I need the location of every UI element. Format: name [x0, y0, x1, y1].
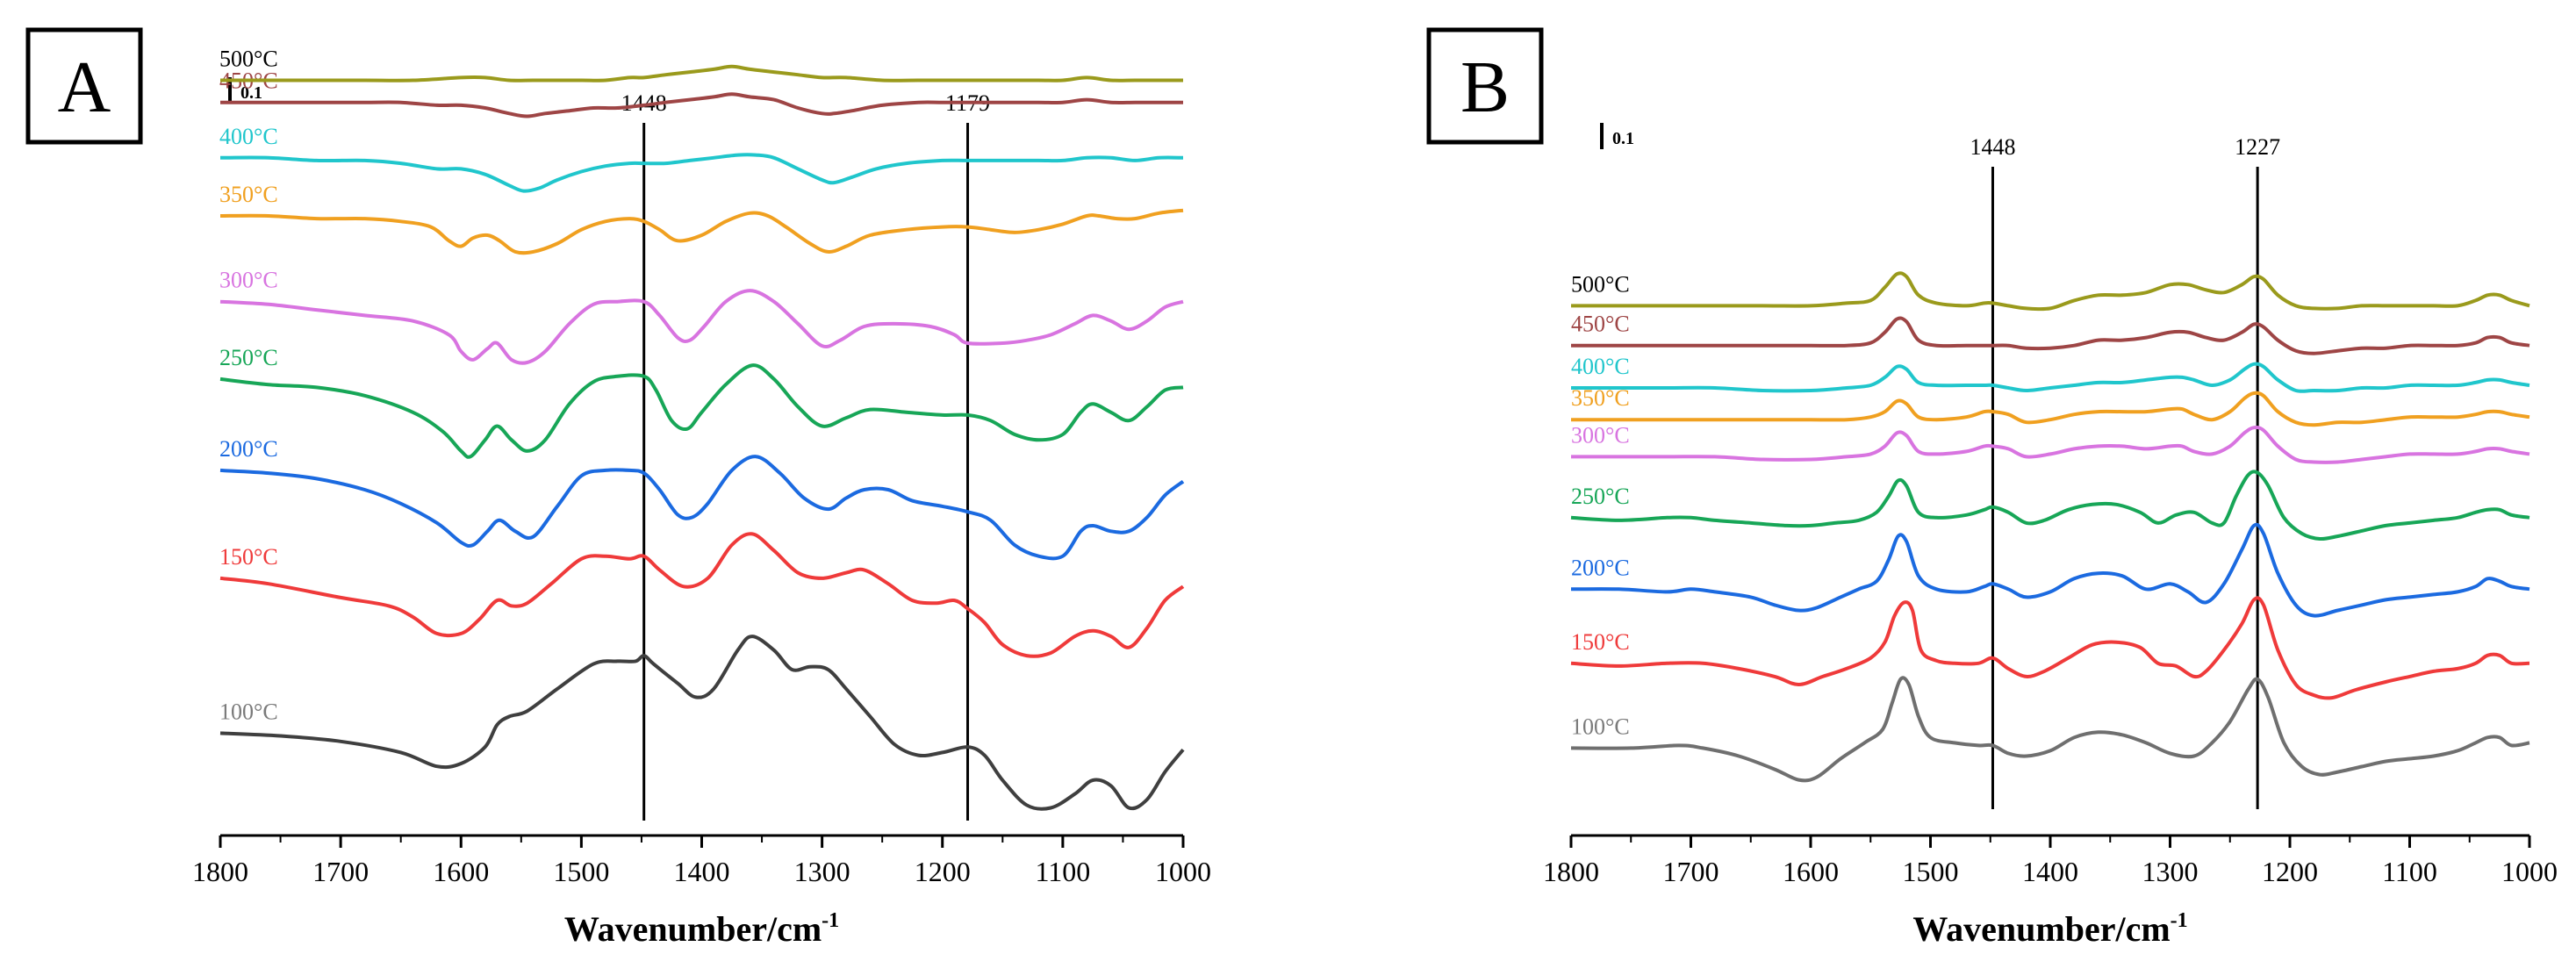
panel-b-tick-label: 1200	[2262, 856, 2318, 887]
panel-a-series-label-300c: 300°C	[219, 268, 278, 293]
panel-a-series-label-250c: 250°C	[219, 345, 278, 370]
panel-a-tick-label: 1800	[192, 856, 248, 887]
panel-a-scale-label: 0.1	[240, 83, 262, 103]
panel-a-tick-label: 1500	[553, 856, 609, 887]
panel-b-series-250c	[1570, 470, 2530, 541]
panel-a-tick-label: 1000	[1155, 856, 1211, 887]
panel-b-tick-label: 1000	[2501, 856, 2558, 887]
panel-a-series-500c	[220, 64, 1183, 82]
panel-a-letter-box	[25, 27, 143, 145]
panel-b-series-label-400c: 400°C	[1571, 354, 1630, 379]
panel-a-tick-label: 1200	[915, 856, 971, 887]
panel-a-series-300c	[219, 289, 1184, 365]
panel-a-series-label-500c: 500°C	[219, 47, 278, 72]
panel-b-series-label-200c: 200°C	[1571, 555, 1630, 580]
panel-b-series-label-100c: 100°C	[1571, 714, 1630, 739]
panel-a-x-axis-title: Wavenumber/cm-1	[564, 909, 839, 949]
panel-b-tick-label: 1300	[2142, 856, 2199, 887]
panel-b-series-450c	[1570, 316, 2530, 355]
panel-b-series-label-300c: 300°C	[1571, 422, 1630, 448]
panel-b-series-200c	[1570, 522, 2530, 618]
panel-b-letter: B	[1460, 47, 1510, 128]
panel-b-series-150c	[1570, 596, 2530, 700]
panel-b-series-label-450c: 450°C	[1571, 312, 1630, 337]
panel-a-tick-label: 1100	[1035, 856, 1090, 887]
panel-b-series-350c	[1571, 391, 2530, 427]
panel-a-tick-label: 1300	[794, 856, 850, 887]
panel-a-series-250c	[219, 363, 1184, 459]
panel-a-series-label-400c: 400°C	[219, 124, 278, 149]
panel-a-tick-label: 1400	[674, 856, 730, 887]
panel-a-series-100c	[219, 635, 1185, 811]
panel-b: B 0.1 1800 1700 1600 1500 1400 1300 1200 1100 1000…	[1426, 27, 2558, 949]
panel-a-series-label-350c: 350°C	[219, 182, 278, 207]
panel-b-tick-label: 1400	[2022, 856, 2078, 887]
panel-b-marker-label-1227: 1227	[2235, 134, 2280, 160]
panel-a-series-400c	[219, 153, 1184, 193]
panel-b-series-label-350c: 350°C	[1571, 385, 1630, 411]
panel-b-tick-label: 1500	[1903, 856, 1959, 887]
panel-b-tick-label: 1600	[1783, 856, 1839, 887]
panel-b-series-100c	[1570, 676, 2530, 783]
panel-b-marker-label-1448: 1448	[1970, 134, 2015, 160]
panel-b-tick-label: 1100	[2382, 856, 2437, 887]
panel-b-series-label-500c: 500°C	[1571, 271, 1630, 297]
panel-a-tick-label: 1600	[433, 856, 489, 887]
panel-b-tick-label: 1700	[1663, 856, 1719, 887]
panel-b-series-400c	[1571, 362, 2530, 393]
panel-b-series-500c	[1571, 271, 2530, 312]
panel-b-tick-label: 1800	[1543, 856, 1599, 887]
panel-a-series-350c	[219, 208, 1184, 255]
panel-b-series-label-250c: 250°C	[1571, 484, 1630, 509]
panel-a-series-200c	[219, 455, 1185, 561]
panel-b-letter-box	[1426, 27, 1544, 145]
panel-a-series-150c	[219, 532, 1185, 658]
panel-a-series-450c	[219, 92, 1183, 118]
panel-a: A 0.1 1800 1700 1600 1500 1400 1300 1200 1100 1000…	[25, 27, 1211, 949]
panel-a-tick-label: 1700	[312, 856, 369, 887]
panel-a-series-label-150c: 150°C	[219, 544, 278, 570]
panel-b-scale-label: 0.1	[1612, 129, 1634, 148]
panel-a-letter: A	[58, 47, 111, 128]
panel-b-series-label-150c: 150°C	[1571, 629, 1630, 655]
panel-a-series-label-200c: 200°C	[219, 436, 278, 462]
panel-b-x-axis-title: Wavenumber/cm-1	[1912, 909, 2187, 949]
panel-a-series-label-100c: 100°C	[219, 699, 278, 724]
panel-b-series-300c	[1571, 425, 2530, 464]
